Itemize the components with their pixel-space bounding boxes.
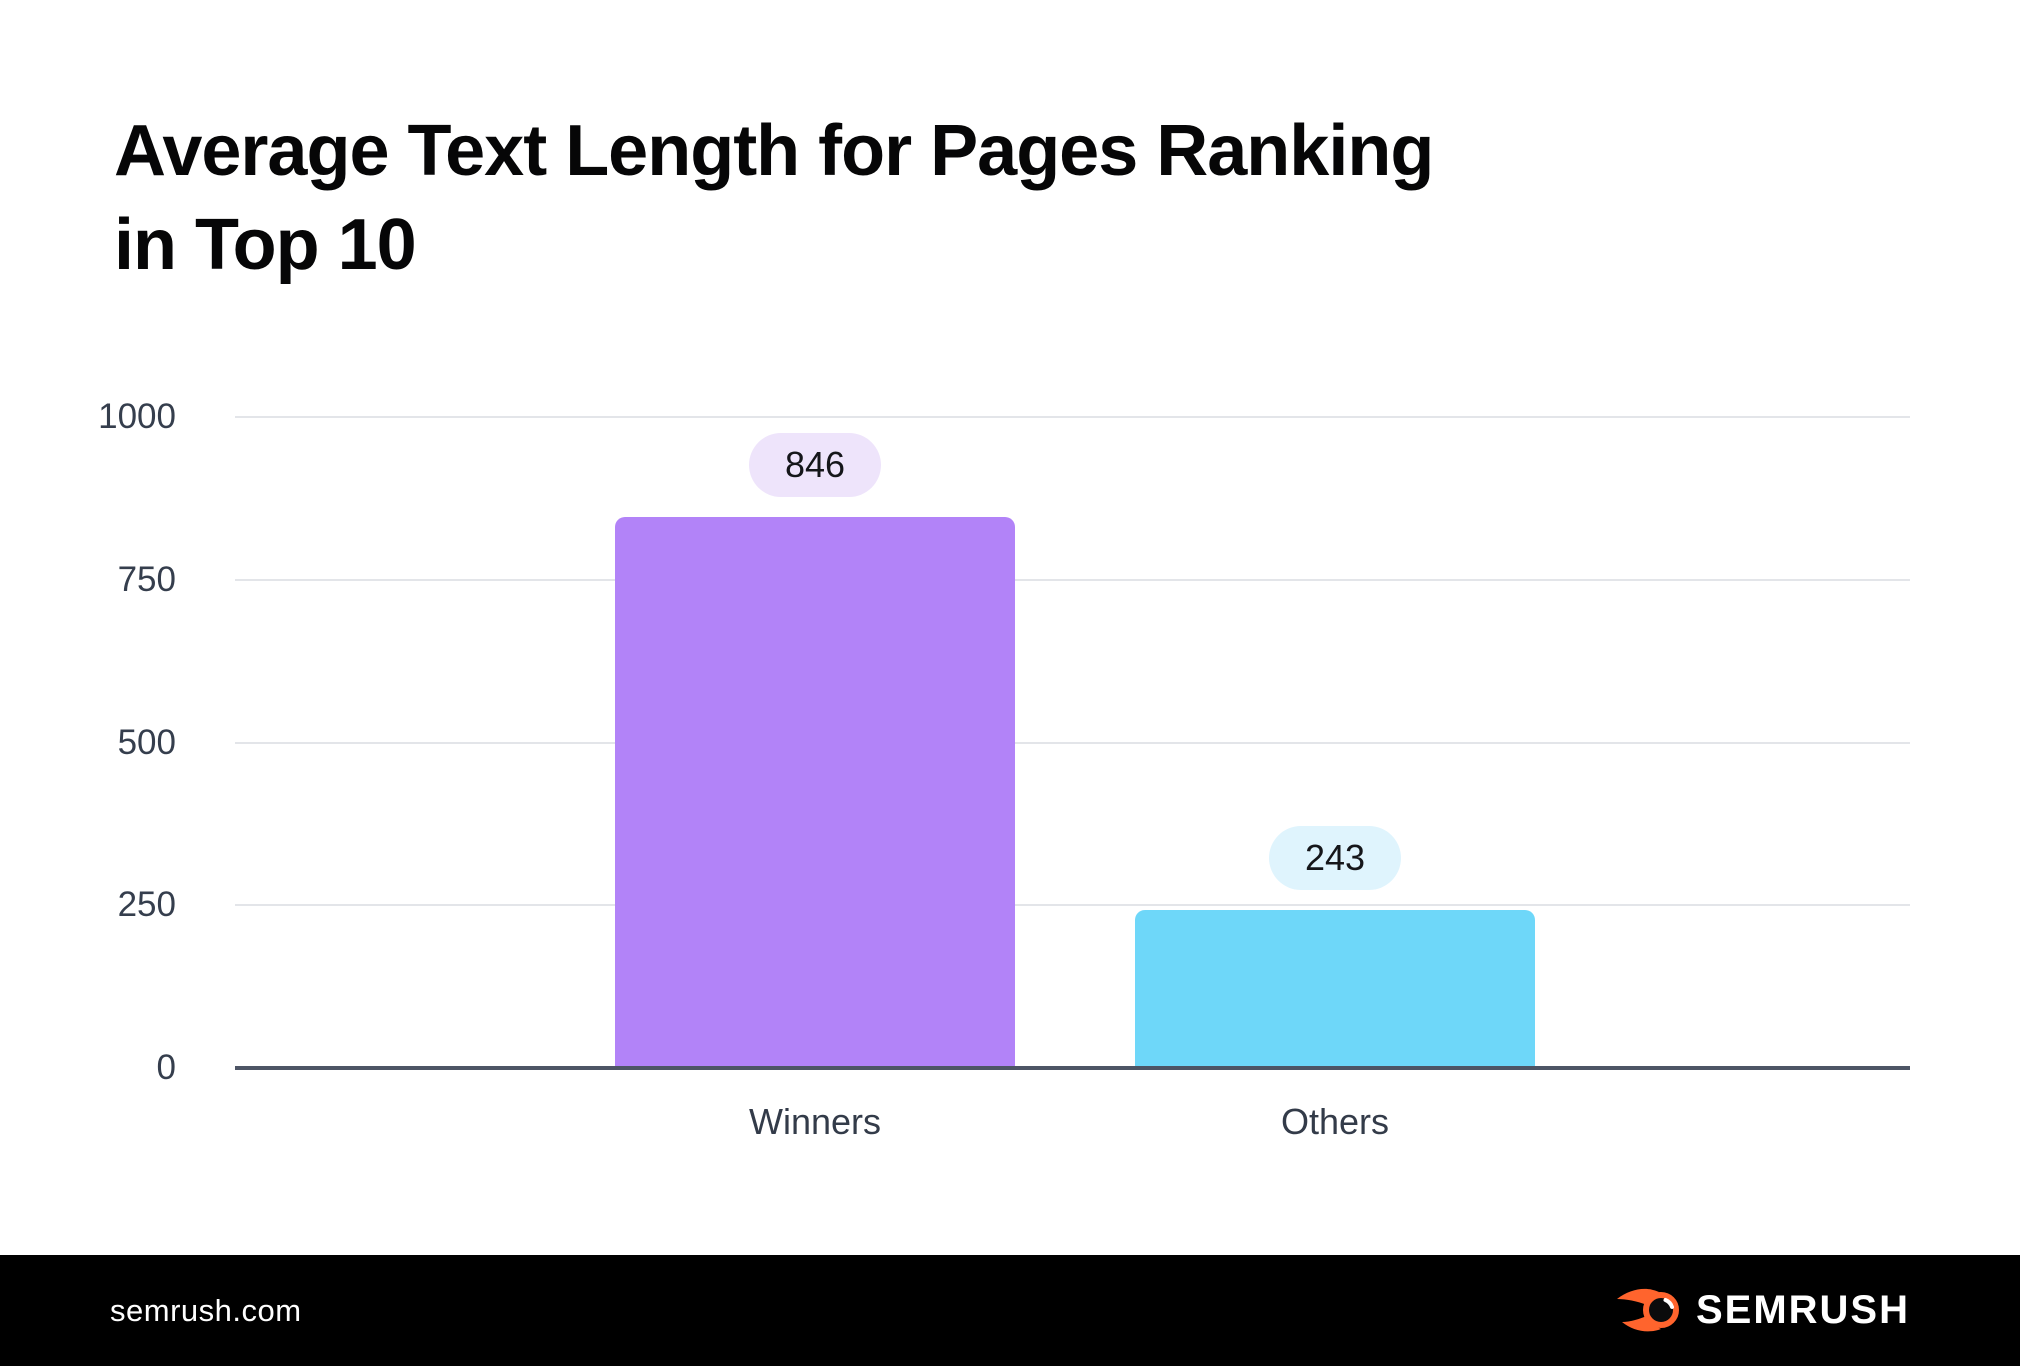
value-badge-others: 243: [1269, 825, 1401, 890]
chart-title-line-2: in Top 10: [114, 205, 417, 285]
bar-others: [1135, 909, 1535, 1066]
x-axis-label-others: Others: [1280, 1101, 1390, 1142]
footer-url: semrush.com: [110, 1292, 302, 1328]
semrush-logo-text: SEMRUSH: [1695, 1288, 1910, 1332]
y-tick-label: 250: [117, 885, 176, 925]
y-tick-label: 500: [117, 722, 176, 762]
value-badge-winners: 846: [749, 433, 881, 498]
y-tick-label: 0: [156, 1048, 176, 1087]
footer-bar: semrush.com SEMRUSH: [0, 1255, 2020, 1366]
x-axis-line: [235, 1066, 1910, 1070]
gridline: [235, 904, 1910, 907]
bar-winners: [615, 517, 1015, 1066]
chart-title: Average Text Length for Pages Ranking in…: [114, 104, 1434, 292]
semrush-flame-icon: [1616, 1288, 1679, 1331]
chart-title-line-1: Average Text Length for Pages Ranking: [114, 111, 1434, 191]
gridline: [235, 416, 1910, 418]
gridline: [235, 578, 1910, 581]
y-tick-label: 1000: [98, 397, 176, 436]
y-tick-label: 750: [117, 559, 176, 599]
semrush-logo: SEMRUSH: [1616, 1285, 1910, 1337]
gridline: [235, 741, 1910, 744]
x-axis-label-winners: Winners: [748, 1101, 882, 1142]
